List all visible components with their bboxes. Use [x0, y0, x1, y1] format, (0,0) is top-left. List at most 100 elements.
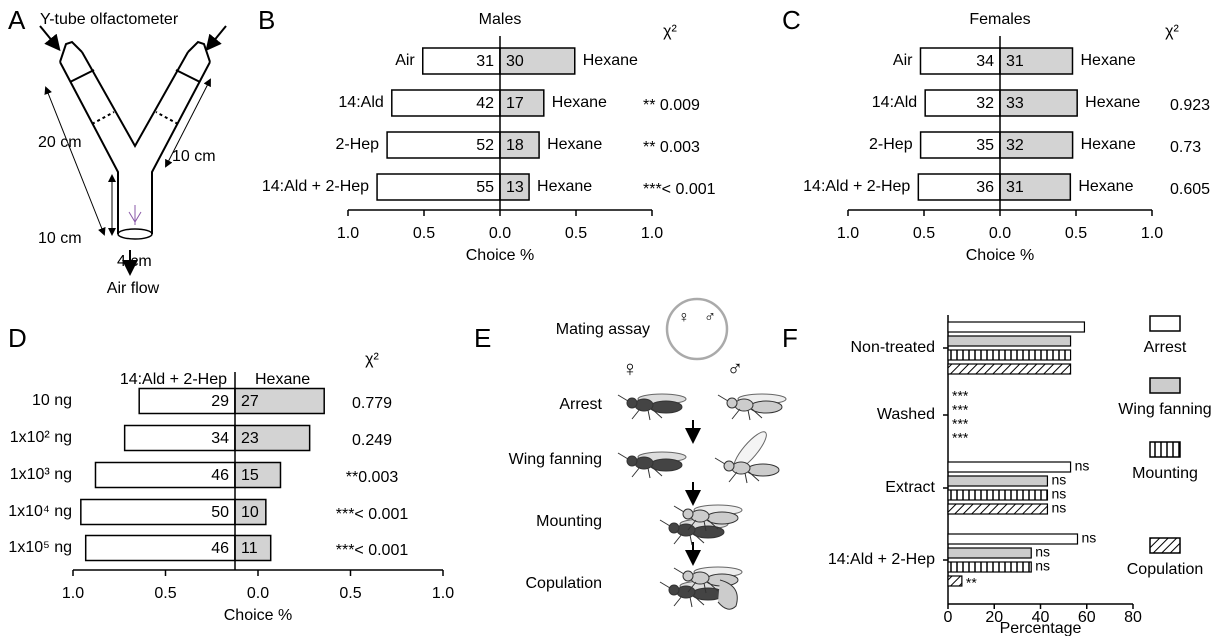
value-label: 10 [241, 504, 259, 521]
category-label: 1x10³ ng [10, 466, 72, 483]
value-label: 50 [211, 504, 229, 521]
wasp-head [669, 585, 679, 595]
x-tick-label: 80 [1124, 609, 1142, 626]
wasp-thorax [732, 462, 750, 474]
bar [948, 548, 1031, 558]
value-label: 36 [976, 179, 994, 196]
divider [92, 112, 114, 124]
annotation: *** [952, 430, 969, 446]
category-label: Air [893, 52, 913, 69]
category-label: 14:Ald [338, 94, 383, 111]
x-tick-label: 0.5 [913, 225, 935, 242]
stat-header: χ² [1165, 23, 1179, 40]
bar [948, 336, 1071, 346]
value-label: 34 [976, 53, 994, 70]
category-label: 1x10⁴ ng [8, 503, 72, 520]
panel-letter: B [258, 5, 275, 35]
dimension-label: 10 cm [172, 148, 216, 165]
x-tick-label: 1.0 [1141, 225, 1163, 242]
right-label: Hexane [1081, 136, 1136, 153]
value-label: 32 [976, 95, 994, 112]
value-label: 33 [1006, 95, 1024, 112]
annotation: ns [1082, 530, 1097, 546]
stat-label: ** 0.003 [643, 139, 700, 156]
bar [948, 364, 1071, 374]
annotation: ns [1075, 458, 1090, 474]
right-label: Hexane [1080, 52, 1135, 69]
page: {"chart_data": [ {"type": "diverging_bar… [0, 0, 1224, 636]
x-tick-label: 1.0 [432, 585, 454, 602]
panel-letter: D [8, 323, 27, 353]
right-label: Hexane [547, 136, 602, 153]
legend-swatch [1150, 316, 1180, 331]
male-symbol: ♂ [727, 356, 744, 381]
category-label: 14:Ald [872, 94, 917, 111]
x-tick-label: 0.5 [413, 225, 435, 242]
step-label: Mounting [536, 513, 602, 530]
x-tick-label: 0.5 [154, 585, 176, 602]
bar [948, 576, 962, 586]
stat-label: **0.003 [346, 469, 399, 486]
wasp-thorax [635, 457, 653, 469]
category-label: 2-Hep [336, 136, 380, 153]
step-label: Wing fanning [509, 451, 602, 468]
panel-letter: E [474, 323, 491, 353]
bar [948, 562, 1031, 572]
wasp-thorax [735, 399, 753, 411]
tube-end [118, 229, 152, 239]
value-label: 35 [976, 137, 994, 154]
category-label: 14:Ald + 2-Hep [828, 551, 935, 568]
bar [948, 462, 1071, 472]
category-label: Air [395, 52, 415, 69]
value-label: 13 [506, 179, 524, 196]
value-label: 27 [241, 393, 259, 410]
dimension-label: 10 cm [38, 230, 82, 247]
stat-label: 0.779 [352, 395, 392, 412]
dimension-label: 4 cm [117, 253, 152, 270]
value-label: 29 [211, 393, 229, 410]
stat-header: χ² [365, 351, 379, 368]
assay-title: Mating assay [556, 321, 650, 338]
step-label: Copulation [526, 575, 603, 592]
chart-title: Males [479, 11, 522, 28]
legend-label: Arrest [1144, 339, 1187, 356]
x-axis-label: Choice % [224, 607, 292, 624]
value-label: 46 [211, 467, 229, 484]
wasp-thorax [691, 572, 709, 584]
x-tick-label: 0.5 [1065, 225, 1087, 242]
bar [948, 534, 1078, 544]
dimension-label: 20 cm [38, 134, 82, 151]
wasp-thorax [691, 510, 709, 522]
inflow-arrow [40, 26, 58, 48]
stat-label: ***< 0.001 [336, 506, 409, 523]
value-label: 52 [476, 137, 494, 154]
panel-letter: F [782, 323, 798, 353]
wasp-thorax [635, 399, 653, 411]
x-tick-label: 1.0 [837, 225, 859, 242]
category-label: 10 ng [32, 392, 72, 409]
x-tick-label: 1.0 [62, 585, 84, 602]
x-tick-label: 1.0 [641, 225, 663, 242]
flow-label: Air flow [107, 280, 160, 297]
wasp-head [627, 456, 637, 466]
series-header: Hexane [255, 371, 310, 388]
female-symbol: ♀ [622, 356, 639, 381]
value-label: 11 [241, 540, 258, 557]
category-label: 1x10⁵ ng [8, 539, 72, 556]
legend-label: Wing fanning [1118, 401, 1211, 418]
x-axis-label: Percentage [1000, 620, 1082, 636]
wasp-head [669, 523, 679, 533]
bar [948, 504, 1047, 514]
value-label: 31 [476, 53, 494, 70]
dimension [46, 88, 104, 234]
figure: A Y-tube olfactometer 20 cm 10 cm 10 cm … [0, 0, 1224, 636]
stat-label: 0.249 [352, 432, 392, 449]
x-tick-label: 0.5 [565, 225, 587, 242]
value-label: 31 [1006, 53, 1024, 70]
bar [948, 490, 1047, 500]
category-label: Extract [885, 479, 935, 496]
x-axis-label: Choice % [466, 247, 534, 264]
x-axis-label: Choice % [966, 247, 1034, 264]
category-label: 1x10² ng [10, 429, 72, 446]
x-tick-label: 0 [944, 609, 953, 626]
